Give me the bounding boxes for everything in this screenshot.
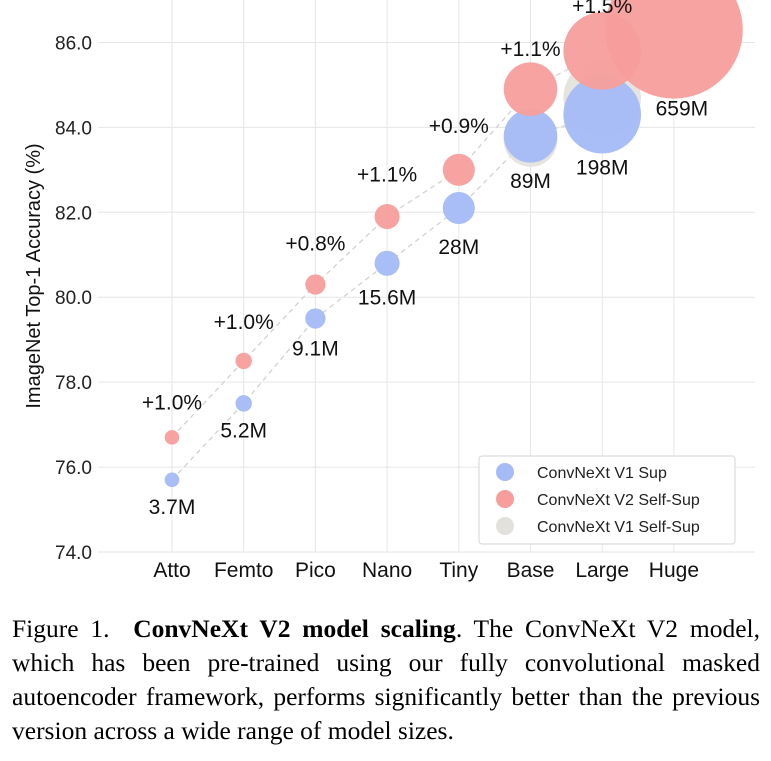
legend-label: ConvNeXt V2 Self-Sup [537, 492, 700, 509]
point-convnext-v2-self-sup-pico [305, 274, 326, 295]
param-label: 5.2M [220, 419, 267, 442]
param-label: 89M [510, 170, 551, 193]
param-label: 9.1M [292, 337, 339, 360]
y-tick-label: 74.0 [55, 543, 92, 564]
x-tick-label: Large [575, 559, 629, 582]
legend-swatch [496, 463, 514, 481]
caption-text: . The ConvNeXt V2 model, which has been … [12, 614, 760, 745]
data-points [164, 0, 743, 488]
legend-swatch [496, 517, 514, 535]
legend-label: ConvNeXt V1 Self-Sup [537, 519, 700, 536]
point-convnext-v2-self-sup-tiny [442, 153, 475, 186]
legend: ConvNeXt V1 Sup ConvNeXt V2 Self-Sup ConvN… [478, 455, 736, 545]
scaling-chart: 3.7M 5.2M 9.1M 15.6M 28M 89M 198M 659M +1.0% +1.0… [23, 0, 755, 582]
point-convnext-v2-self-sup-huge [605, 0, 743, 99]
point-convnext-v1-sup-large [563, 75, 641, 154]
point-convnext-v2-self-sup-atto [164, 430, 180, 445]
gain-label: +1.0% [142, 391, 202, 414]
point-convnext-v2-self-sup-nano [374, 204, 400, 230]
param-label: 659M [656, 98, 709, 121]
gain-label: +1.1% [357, 164, 417, 187]
point-convnext-v1-sup-femto [235, 395, 252, 412]
point-convnext-v1-sup-pico [305, 308, 326, 329]
gain-label: +0.9% [429, 115, 489, 138]
caption-prefix: Figure 1. [12, 614, 110, 643]
x-tick-label: Base [507, 559, 555, 582]
gain-label: +1.5% [572, 0, 632, 18]
chart-container: 3.7M 5.2M 9.1M 15.6M 28M 89M 198M 659M +1.0% +1.0… [23, 0, 755, 582]
x-tick-label: Pico [295, 559, 336, 582]
point-convnext-v1-sup-base [503, 109, 558, 163]
legend-label: ConvNeXt V1 Sup [537, 465, 667, 482]
y-tick-label: 84.0 [55, 118, 92, 139]
param-label: 28M [438, 236, 479, 259]
y-tick-label: 80.0 [55, 288, 92, 309]
point-convnext-v2-self-sup-femto [235, 352, 252, 370]
param-label: 198M [576, 157, 629, 180]
axes: 74.0 76.0 78.0 80.0 82.0 84.0 86.0 Atto Femto Pic… [23, 33, 699, 582]
point-convnext-v2-self-sup-base [503, 62, 558, 116]
y-tick-label: 76.0 [55, 458, 92, 479]
gain-label: +1.1% [500, 38, 560, 61]
x-tick-label: Nano [362, 559, 412, 582]
y-axis-label: ImageNet Top-1 Accuracy (%) [23, 143, 45, 408]
x-tick-label: Femto [214, 559, 274, 582]
caption-title: ConvNeXt V2 model scaling [133, 614, 456, 643]
point-convnext-v1-sup-nano [374, 250, 400, 276]
x-tick-label: Huge [649, 559, 699, 582]
y-tick-label: 82.0 [55, 203, 92, 224]
point-convnext-v1-sup-atto [164, 472, 180, 488]
gain-label: +0.8% [285, 232, 345, 255]
x-tick-label: Tiny [439, 559, 478, 582]
legend-box [478, 455, 736, 545]
y-tick-label: 86.0 [55, 33, 92, 54]
param-label: 3.7M [149, 496, 196, 519]
legend-swatch [496, 490, 514, 508]
data-labels: 3.7M 5.2M 9.1M 15.6M 28M 89M 198M 659M +1.0% +1.0… [142, 0, 708, 519]
figure-caption: Figure 1. ConvNeXt V2 model scaling. The… [12, 612, 760, 748]
x-tick-label: Atto [153, 559, 190, 582]
gain-label: +1.0% [214, 311, 274, 334]
y-tick-label: 78.0 [55, 373, 92, 394]
param-label: 15.6M [358, 286, 416, 309]
point-convnext-v1-sup-tiny [442, 192, 475, 225]
